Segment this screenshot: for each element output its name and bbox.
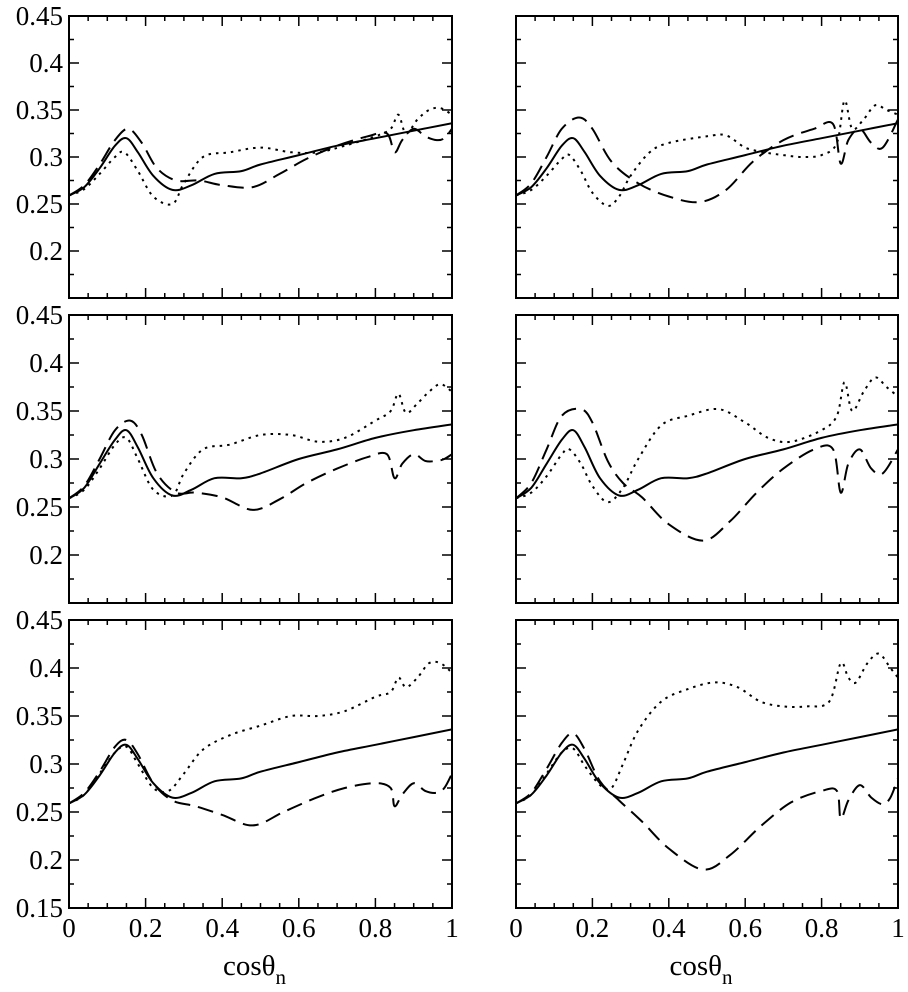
- panel-frame: [68, 619, 453, 909]
- series-line-dashed: [69, 738, 452, 827]
- series-line-dotted: [516, 652, 898, 805]
- x-tick-label: 0.4: [205, 913, 239, 943]
- series-line-dotted: [69, 660, 452, 805]
- y-tick-label: 0.15: [16, 893, 63, 923]
- y-tick-label: 0.4: [29, 653, 63, 683]
- x-axis-label-subscript: n: [722, 965, 733, 989]
- y-tick-label: 0.35: [16, 396, 63, 426]
- y-tick-label: 0.25: [16, 797, 63, 827]
- panel-frame: [68, 314, 453, 604]
- series-line-dashed: [69, 127, 452, 197]
- series-group: [69, 660, 452, 827]
- series-line-dashed: [69, 419, 452, 511]
- series-line-solid: [516, 423, 898, 500]
- y-tick-label: 0.2: [29, 236, 63, 266]
- x-tick-label: 0.6: [728, 913, 762, 943]
- series-line-dotted: [69, 383, 452, 500]
- panel-frame: [515, 15, 899, 299]
- series-line-dashed: [516, 407, 898, 542]
- series-line-solid: [69, 728, 452, 805]
- y-tick-label: 0.35: [16, 701, 63, 731]
- series-group: [516, 652, 898, 871]
- y-tick-label: 0.4: [29, 348, 63, 378]
- labels-layer: 0.2 0.25 0.3 0.35 0.4 0.45 0.2 0.25 0.3 0.35 0.4 0.…: [16, 1, 905, 989]
- y-tick-label: 0.4: [29, 48, 63, 78]
- series-group: [69, 106, 452, 206]
- series-line-solid: [516, 728, 898, 805]
- x-tick-label: 0: [62, 913, 76, 943]
- y-tick-label: 0.2: [29, 845, 63, 875]
- x-axis-label: cosθn: [669, 950, 733, 989]
- y-tick-label: 0.3: [29, 749, 63, 779]
- y-tick-label: 0.25: [16, 189, 63, 219]
- series-group: [69, 383, 452, 511]
- x-tick-label: 1: [891, 913, 905, 943]
- series-line-dashed: [516, 732, 898, 871]
- y-tick-label: 0.25: [16, 492, 63, 522]
- panel-5: [68, 619, 453, 909]
- x-tick-label: 0.8: [805, 913, 839, 943]
- panel-6: [515, 619, 899, 909]
- series-group: [516, 376, 898, 542]
- x-tick-label: 0.2: [576, 913, 610, 943]
- panel-frame: [68, 15, 453, 299]
- y-tick-label: 0.45: [16, 300, 63, 330]
- x-tick-label: 0.2: [129, 913, 163, 943]
- panel-frame: [515, 619, 899, 909]
- panel-4: [515, 314, 899, 604]
- series-line-dotted: [69, 106, 452, 206]
- series-line-solid: [69, 122, 452, 197]
- series-group: [516, 99, 898, 207]
- x-tick-label: 1: [445, 913, 459, 943]
- y-tick-label: 0.3: [29, 142, 63, 172]
- series-line-dotted: [516, 376, 898, 504]
- x-axis-label-subscript: n: [276, 965, 287, 989]
- series-line-dashed: [516, 116, 898, 204]
- series-line-solid: [516, 122, 898, 197]
- x-tick-label: 0.8: [359, 913, 393, 943]
- y-tick-label: 0.45: [16, 605, 63, 635]
- x-tick-label: 0.6: [282, 913, 316, 943]
- y-tick-label: 0.2: [29, 540, 63, 570]
- y-tick-label: 0.35: [16, 95, 63, 125]
- y-tick-label: 0.45: [16, 1, 63, 31]
- y-tick-label: 0.3: [29, 444, 63, 474]
- x-axis-label: cosθn: [223, 950, 287, 989]
- x-tick-label: 0: [509, 913, 523, 943]
- series-line-solid: [69, 423, 452, 500]
- panels-layer: [68, 15, 899, 909]
- panel-3: [68, 314, 453, 604]
- panel-2: [515, 15, 899, 299]
- series-line-dotted: [516, 99, 898, 207]
- x-tick-label: 0.4: [652, 913, 686, 943]
- panel-1: [68, 15, 453, 299]
- panel-frame: [515, 314, 899, 604]
